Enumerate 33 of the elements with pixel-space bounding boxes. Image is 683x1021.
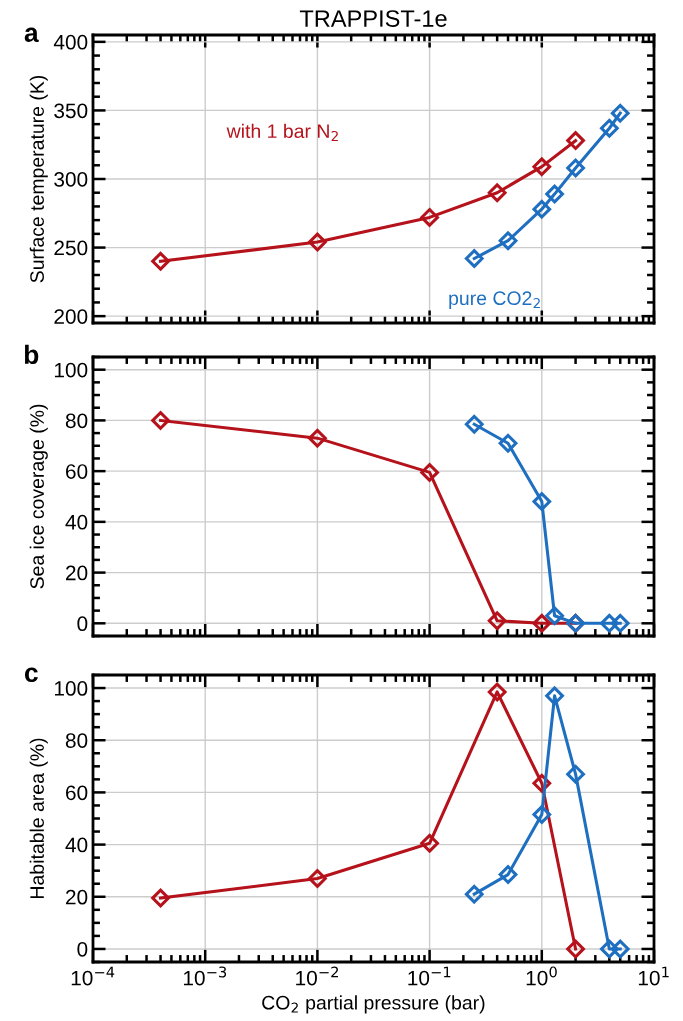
- text: with 1 bar N$_{2}$: [226, 123, 338, 142]
- text: c: [24, 667, 38, 683]
- y-tick-label: 400: [53, 34, 88, 50]
- y-tick-label: 80: [65, 413, 88, 429]
- y-axis-title: Sea ice coverage (%): [29, 404, 48, 589]
- x-tick-label: 10$^{−4}$: [71, 966, 115, 986]
- text: b: [24, 344, 39, 365]
- chart-title: TRAPPIST-1e: [299, 10, 447, 27]
- x-tick-label: 10$^{−1}$: [408, 966, 451, 986]
- x-tick-label: 10$^{−2}$: [296, 966, 338, 986]
- y-tick-label: 300: [54, 172, 88, 187]
- y-tick-label: 80: [65, 733, 88, 748]
- y-tick-label: 0: [77, 616, 88, 632]
- y-tick-label: 100: [54, 681, 88, 696]
- y-tick-label: 40: [65, 514, 88, 530]
- y-axis-title: Surface temperature (K): [29, 75, 48, 283]
- y-tick-label: 20: [66, 889, 88, 905]
- y-tick-label: 60: [66, 785, 88, 801]
- y-axis-title: Habitable area (%): [29, 738, 48, 898]
- y-tick-label: 20: [66, 565, 88, 581]
- x-axis-title: CO$_{2}$ partial pressure (bar): [262, 995, 485, 1014]
- y-tick-label: 60: [66, 464, 88, 479]
- series-label: pure CO2$_{2}$: [449, 291, 540, 309]
- y-tick-label: 0: [77, 941, 88, 957]
- text: a: [24, 27, 39, 43]
- y-tick-label: 350: [54, 103, 88, 119]
- y-tick-label: 40: [65, 837, 88, 853]
- x-tick-label: 10$^{1}$: [638, 966, 669, 986]
- y-tick-label: 250: [54, 240, 88, 256]
- x-tick-label: 10$^{−3}$: [183, 966, 227, 986]
- y-tick-label: 200: [54, 309, 88, 324]
- y-tick-label: 100: [54, 362, 88, 378]
- x-tick-label: 10$^{0}$: [526, 966, 557, 986]
